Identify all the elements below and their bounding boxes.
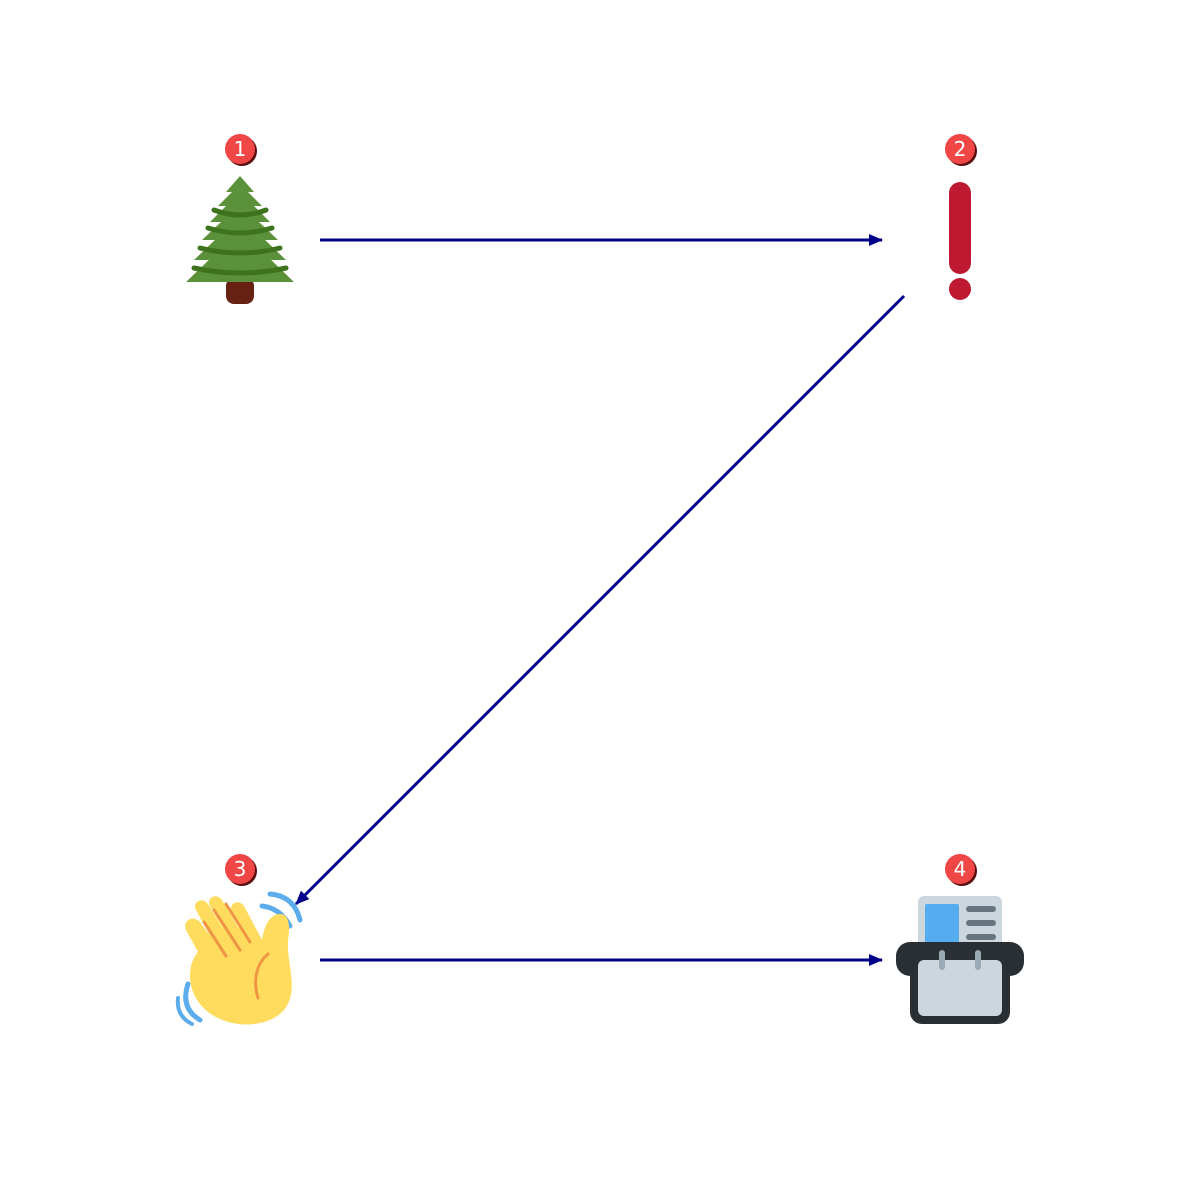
waving-hand-icon [175, 891, 303, 1026]
node-badge-3: 3 [225, 854, 257, 886]
node-badge-label: 1 [234, 137, 247, 161]
node-2: 2 [945, 134, 977, 300]
node-badge-label: 4 [954, 857, 967, 881]
node-4: 4 [896, 854, 1024, 1024]
edge-2-to-3 [294, 294, 906, 906]
node-badge-label: 2 [954, 137, 967, 161]
node-badge-label: 3 [234, 857, 247, 881]
node-badge-2: 2 [945, 134, 977, 166]
edges [294, 234, 906, 966]
node-badge-4: 4 [945, 854, 977, 886]
card-index-icon [896, 896, 1024, 1024]
node-badge-1: 1 [225, 134, 257, 166]
node-1: 1 [186, 134, 294, 304]
node-3: 3 [175, 854, 303, 1026]
evergreen-tree-icon [186, 176, 294, 304]
exclamation-mark-icon [949, 182, 971, 300]
